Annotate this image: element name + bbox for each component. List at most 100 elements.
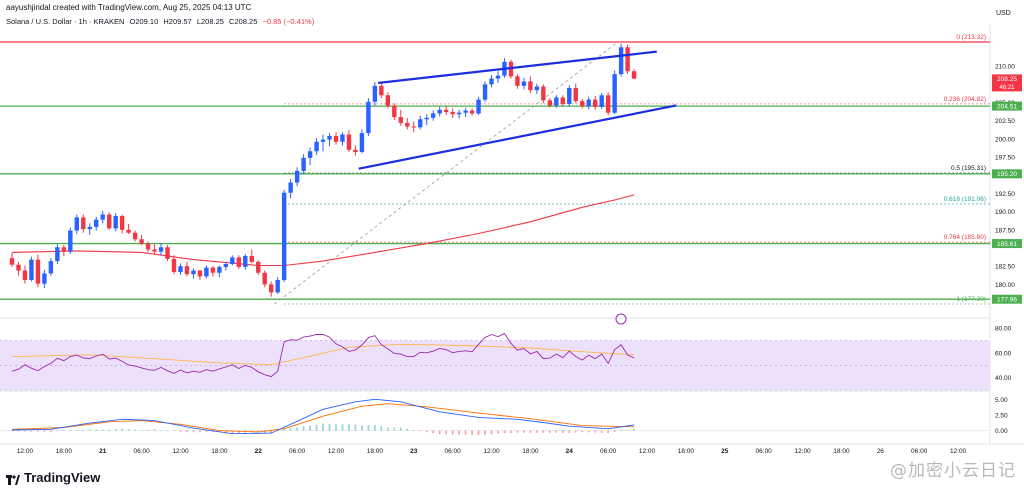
candle [126, 224, 131, 235]
candle [476, 96, 481, 115]
macd-histogram-bar [451, 430, 454, 435]
candle [372, 82, 378, 106]
candle [314, 138, 319, 155]
candle [528, 76, 533, 94]
candle-body [113, 216, 118, 229]
candle-body [107, 214, 112, 229]
candle-body [81, 217, 86, 230]
time-tick-label: 24 [566, 448, 574, 455]
candle-body [269, 284, 274, 293]
macd-histogram-bar [432, 430, 434, 434]
macd-histogram-bar [270, 430, 272, 434]
candle [385, 92, 391, 109]
candle [275, 277, 280, 294]
symbol-name[interactable]: Solana / U.S. Dollar · 1h · KRAKEN [6, 17, 125, 26]
candle-body [320, 139, 326, 142]
time-tick-label: 18:00 [522, 448, 539, 455]
candle-body [463, 110, 468, 113]
candle-body [223, 264, 229, 267]
macd-histogram-bar [166, 430, 169, 432]
candle-body [560, 97, 565, 104]
candle-body [145, 243, 151, 250]
candle [113, 213, 118, 232]
macd-histogram-bar [160, 429, 162, 431]
macd-histogram-bar [315, 424, 318, 431]
bottom-price-tag-bg [992, 294, 1022, 304]
candle-body [541, 86, 546, 101]
bottom-price-tag: 177.96 [997, 297, 1017, 304]
macd-histogram-bar [607, 430, 609, 434]
candle-body [515, 76, 520, 86]
time-tick-label: 12:00 [794, 448, 811, 455]
macd-histogram-bar [238, 430, 240, 434]
tradingview-logo[interactable]: TradingView [6, 470, 100, 485]
fib-level-label: 0.764 (185.80) [944, 234, 986, 241]
candle [359, 129, 365, 154]
macd-histogram-bar [173, 430, 175, 432]
macd-histogram-bar [296, 427, 298, 431]
macd-histogram-bar [626, 429, 629, 431]
candle-body [431, 113, 436, 118]
candle [243, 253, 248, 270]
candle-body [249, 256, 254, 262]
candle [9, 253, 15, 267]
candle-body [456, 112, 462, 115]
macd-histogram-bar [367, 425, 370, 431]
candle-body [547, 100, 553, 106]
candle [35, 254, 41, 288]
candle [482, 81, 488, 102]
candle-body [495, 75, 501, 79]
open-value: O209.10 [129, 17, 159, 26]
macd-histogram-bar [510, 430, 512, 434]
macd-signal-line [11, 403, 635, 433]
symbol-bar[interactable]: Solana / U.S. Dollar · 1h · KRAKEN O209.… [6, 17, 314, 26]
candle-body [68, 230, 73, 252]
fib-level-label: 0.236 (204.82) [944, 96, 986, 103]
macd-histogram-bar [581, 430, 584, 433]
candle [249, 249, 254, 264]
candle-body [87, 226, 92, 230]
candle [307, 147, 313, 166]
close-value: C208.25 [229, 17, 258, 26]
macd-histogram-bar [562, 430, 564, 433]
fib-level-label: 0.618 (191.06) [944, 196, 986, 203]
candle [515, 74, 520, 89]
time-tick-label: 12:00 [328, 448, 345, 455]
macd-histogram-bar [620, 430, 622, 432]
macd-histogram-bar [114, 429, 117, 431]
candle [605, 92, 611, 115]
fib-level-label: 0 (213.32) [956, 34, 986, 41]
macd-histogram-bar [568, 430, 571, 433]
candle [554, 95, 559, 108]
macd-histogram-bar [140, 430, 143, 431]
candle [340, 132, 345, 146]
macd-histogram-bar [127, 429, 130, 431]
candle [379, 82, 384, 99]
candle [450, 108, 455, 118]
candle [171, 255, 177, 275]
macd-histogram-bar [600, 430, 603, 433]
candle-body [281, 192, 287, 280]
candle-body [359, 133, 365, 152]
time-tick-label: 12:00 [17, 448, 34, 455]
candle [256, 260, 261, 275]
candle-body [178, 266, 183, 272]
candle-body [314, 141, 319, 152]
candle [456, 109, 462, 119]
candle [139, 234, 144, 246]
candle-body [580, 101, 585, 107]
macd-histogram-bar [412, 429, 415, 431]
candle-body [333, 136, 339, 142]
macd-histogram-bar [438, 430, 441, 435]
rsi-ma-line [11, 343, 635, 366]
moving-average-line [11, 194, 635, 267]
macd-histogram-bar [276, 430, 279, 432]
price-tick-label: 182.50 [995, 264, 1015, 271]
macd-histogram-bar [192, 430, 195, 433]
macd-histogram-bar [594, 430, 596, 433]
macd-histogram-bar [50, 430, 52, 433]
time-tick-label: 18:00 [367, 448, 384, 455]
candle-body [217, 266, 222, 273]
